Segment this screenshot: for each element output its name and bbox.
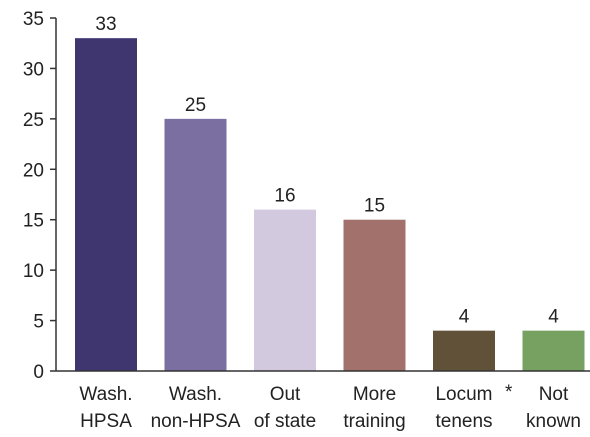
x-tick-label: Wash. bbox=[79, 384, 132, 405]
x-tick-label: known bbox=[526, 411, 581, 432]
y-tick-label: 20 bbox=[23, 160, 44, 181]
bar bbox=[164, 118, 227, 371]
y-tick-label: 15 bbox=[23, 211, 44, 232]
y-tick-label: 5 bbox=[33, 312, 44, 333]
y-axis: 0 5 10 15 20 25 30 35 bbox=[23, 9, 57, 383]
bars-group: 33 25 16 15 4 4 bbox=[75, 14, 585, 372]
bar bbox=[433, 330, 495, 371]
x-tick-label: Out bbox=[270, 384, 301, 405]
x-tick-label: training bbox=[343, 411, 405, 432]
bar bbox=[343, 219, 406, 371]
bar-value-label: 15 bbox=[364, 196, 385, 217]
bar bbox=[75, 38, 137, 372]
asterisk-annotation: * bbox=[505, 382, 513, 403]
x-tick-label: Wash. bbox=[169, 384, 222, 405]
y-tick-label: 30 bbox=[23, 59, 44, 80]
x-axis: Wash. HPSA Wash. non-HPSA Out of state More tra… bbox=[56, 370, 590, 432]
x-tick-label: HPSA bbox=[80, 411, 132, 432]
y-tick-label: 25 bbox=[23, 110, 44, 131]
y-tick-label: 10 bbox=[23, 261, 44, 282]
bar-value-label: 25 bbox=[185, 95, 206, 116]
x-tick-label: non-HPSA bbox=[151, 411, 241, 432]
bar bbox=[522, 330, 585, 371]
bar-value-label: 4 bbox=[459, 307, 470, 328]
x-tick-label: More bbox=[353, 384, 396, 405]
x-tick-label: tenens bbox=[435, 411, 492, 432]
bar-value-label: 16 bbox=[274, 186, 295, 207]
x-tick-label: Not bbox=[539, 384, 569, 405]
bar-value-label: 4 bbox=[548, 307, 559, 328]
bar bbox=[254, 209, 316, 371]
y-tick-label: 0 bbox=[33, 362, 44, 383]
x-tick-label: of state bbox=[254, 411, 316, 432]
y-tick-label: 35 bbox=[23, 9, 44, 30]
x-tick-label: Locum bbox=[435, 384, 492, 405]
bar-value-label: 33 bbox=[95, 14, 116, 35]
